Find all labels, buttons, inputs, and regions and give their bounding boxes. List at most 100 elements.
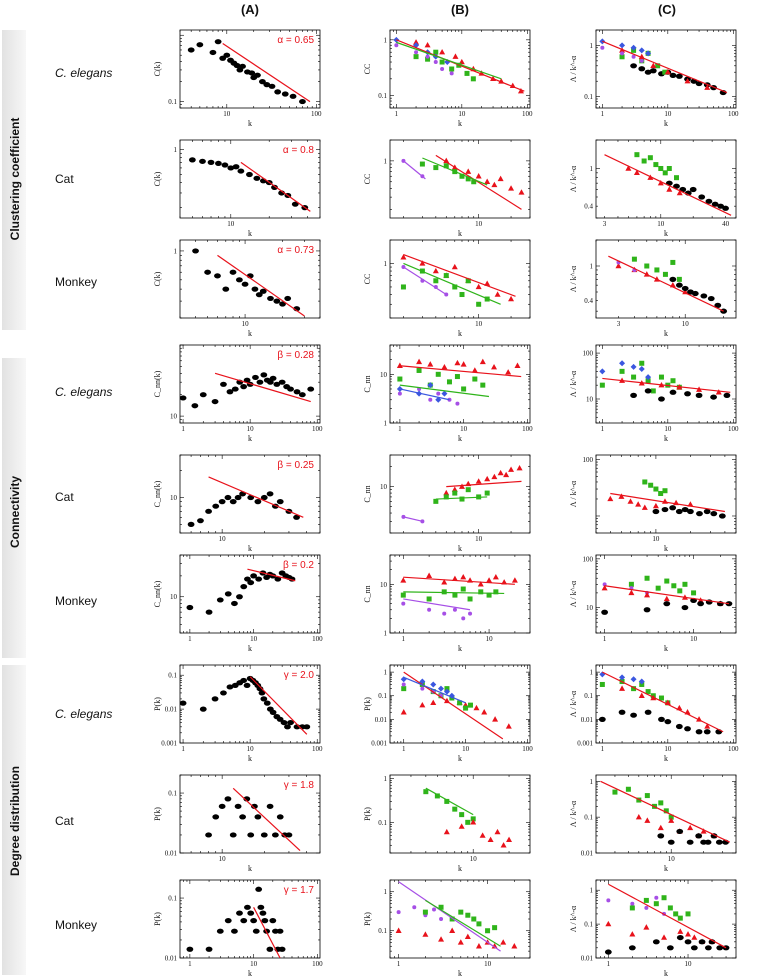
y-tick-label: 0.1 — [378, 92, 387, 100]
data-point-green — [433, 498, 439, 504]
chart-A7: 1 10 100 0.001 0.01 0.1 k P(k) γ = 2.0 — [153, 664, 323, 763]
chart-C2: 3 10 40 0.4 1 k Λ / k^-α — [569, 139, 737, 238]
data-point — [243, 682, 251, 689]
data-point-black — [681, 604, 689, 611]
data-point-red — [487, 836, 494, 842]
x-axis-label: k — [458, 544, 462, 553]
plot-frame — [595, 774, 737, 854]
data-point-black — [663, 601, 671, 607]
data-point-red — [465, 168, 472, 174]
data-point-black — [669, 389, 677, 395]
chart-C8: 10 0.01 0.1 1 k Λ / k^-α — [569, 774, 737, 873]
plot-area — [604, 883, 730, 955]
plot-frame — [389, 774, 531, 854]
plot-frame — [595, 344, 737, 424]
y-axis-label: Λ / k^-α — [569, 165, 578, 192]
fit-line-red — [602, 40, 728, 94]
plot-area — [423, 787, 513, 848]
y-axis-label: P(k) — [363, 912, 372, 926]
x-axis-label: k — [248, 229, 252, 238]
data-point-red — [505, 723, 512, 729]
data-point-green — [435, 371, 441, 377]
data-point — [231, 600, 238, 607]
data-point — [276, 814, 284, 820]
data-point — [266, 379, 274, 385]
x-axis-label: k — [458, 969, 462, 978]
data-point-green — [619, 54, 625, 60]
y-tick-label: 0.1 — [168, 790, 177, 798]
data-point-green — [650, 388, 656, 394]
plot-area — [400, 671, 512, 740]
data-point-purple — [414, 50, 419, 55]
data-point-black — [690, 945, 698, 951]
data-point — [257, 904, 265, 910]
row-label-5: Cat — [55, 490, 74, 504]
y-tick-label: 0.001 — [577, 740, 593, 748]
plot-frame — [595, 879, 737, 959]
data-point — [216, 597, 224, 603]
x-tick-label: 100 — [311, 110, 322, 118]
data-point — [261, 918, 269, 924]
fit-exponent-label: γ = 1.7 — [284, 885, 315, 896]
data-point-green — [655, 585, 661, 591]
x-axis-label: k — [664, 864, 668, 873]
y-tick-label: 0.001 — [371, 740, 387, 748]
data-point-green — [658, 490, 664, 496]
x-tick-label: 10 — [652, 535, 660, 543]
data-point-green — [457, 700, 463, 706]
data-point-red — [505, 369, 512, 375]
data-point-green — [449, 66, 455, 72]
plot-area — [599, 38, 728, 96]
data-point — [271, 184, 278, 190]
data-point — [247, 579, 255, 586]
plot-area — [396, 358, 522, 406]
fit-exponent-label: γ = 1.8 — [284, 780, 315, 791]
data-point-red — [497, 469, 504, 476]
data-point-green — [674, 175, 680, 181]
data-point-green — [658, 695, 664, 701]
section-band-connectivity — [2, 358, 26, 658]
x-tick-label: 10 — [219, 855, 227, 863]
x-axis-label: k — [664, 544, 668, 553]
data-point-red — [508, 466, 515, 472]
data-point-green — [470, 76, 476, 82]
y-tick-label: 1 — [590, 778, 594, 786]
x-tick-label: 100 — [728, 745, 739, 753]
data-point-red — [668, 817, 675, 823]
x-tick-label: 100 — [312, 960, 323, 968]
data-point — [246, 171, 253, 178]
data-point-green — [658, 800, 664, 806]
data-point-red — [486, 577, 493, 583]
plot-area — [400, 572, 518, 621]
plot-area — [393, 36, 525, 94]
plot-area — [180, 675, 311, 735]
x-axis-label: k — [248, 969, 252, 978]
x-tick-label: 1 — [603, 635, 607, 643]
fit-line-red — [602, 671, 724, 733]
data-point — [240, 584, 248, 590]
data-point-red — [663, 595, 670, 602]
y-axis-label: P(k) — [153, 912, 162, 926]
data-point-purple — [433, 60, 438, 65]
data-point-green — [433, 165, 439, 171]
data-point — [260, 696, 268, 702]
data-point-green — [643, 897, 649, 903]
data-point-green — [645, 378, 651, 384]
fit-line-blue — [403, 676, 466, 704]
data-point — [231, 928, 238, 934]
fit-line-red — [446, 480, 522, 488]
data-point-black — [675, 508, 683, 515]
data-point-red — [457, 939, 464, 945]
data-point-green — [463, 705, 469, 711]
fit-line-red — [403, 671, 504, 740]
y-tick-label: 1 — [590, 887, 594, 895]
data-point-green — [631, 256, 637, 262]
x-axis-label: k — [248, 754, 252, 763]
data-point-green — [691, 590, 697, 596]
data-point-green — [662, 170, 668, 176]
data-point-black — [644, 388, 652, 394]
data-point-purple — [630, 901, 635, 906]
y-tick-label: 10 — [170, 494, 178, 502]
data-point — [284, 724, 291, 730]
data-point — [266, 946, 274, 952]
